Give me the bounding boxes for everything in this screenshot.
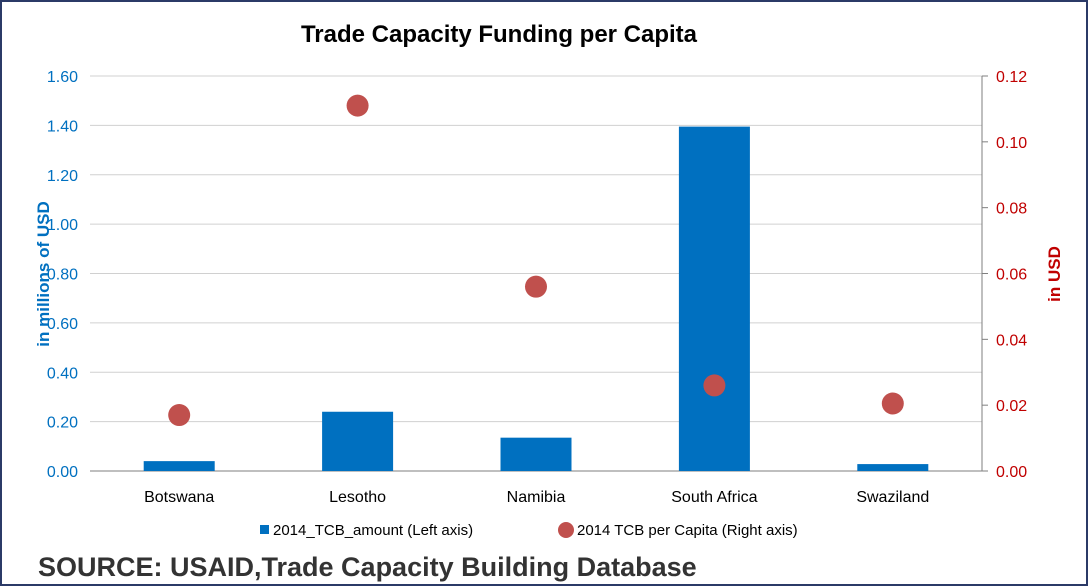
bar	[500, 437, 572, 471]
y-tick-label: 1.20	[47, 168, 78, 185]
y-tick-label: 0.80	[47, 267, 78, 284]
y-axis-title: in millions of USD	[34, 201, 53, 346]
scatter-point	[168, 404, 191, 427]
scatter-point	[525, 275, 547, 298]
source-note: SOURCE: USAID,Trade Capacity Building Da…	[38, 552, 697, 582]
legend-label-bar: 2014_TCB_amount (Left axis)	[273, 522, 473, 539]
x-tick-label: Swaziland	[856, 489, 929, 506]
scatter-point	[346, 94, 369, 117]
bar	[322, 411, 394, 471]
y2-axis-title: in USD	[1045, 246, 1064, 302]
y-tick-label: 1.60	[47, 69, 78, 86]
scatter-point	[881, 392, 904, 415]
x-tick-label: Lesotho	[329, 489, 386, 506]
y-tick-label: 0.20	[47, 415, 78, 432]
y-tick-label: 0.60	[47, 316, 78, 333]
y-tick-label: 0.00	[47, 464, 78, 481]
x-tick-label: South Africa	[671, 489, 757, 506]
y-tick-label: 0.40	[47, 365, 78, 382]
legend-label-dot: 2014 TCB per Capita (Right axis)	[577, 522, 798, 539]
y2-tick-label: 0.02	[996, 398, 1027, 415]
y2-tick-label: 0.06	[996, 267, 1027, 284]
y2-tick-label: 0.12	[996, 69, 1027, 86]
legend-swatch-bar	[260, 525, 269, 534]
bar	[857, 464, 929, 471]
scatter-point	[703, 374, 726, 397]
legend-swatch-dot	[558, 522, 574, 538]
x-tick-label: Namibia	[507, 489, 566, 506]
y-tick-label: 1.40	[47, 118, 78, 135]
chart-title: Trade Capacity Funding per Capita	[301, 21, 698, 48]
bar	[143, 461, 215, 471]
x-tick-label: Botswana	[144, 489, 214, 506]
y-tick-label: 1.00	[47, 217, 78, 234]
y2-tick-label: 0.04	[996, 332, 1027, 349]
y2-tick-label: 0.08	[996, 201, 1027, 218]
y2-tick-label: 0.00	[996, 464, 1027, 481]
bar	[678, 126, 750, 471]
y2-tick-label: 0.10	[996, 135, 1027, 152]
